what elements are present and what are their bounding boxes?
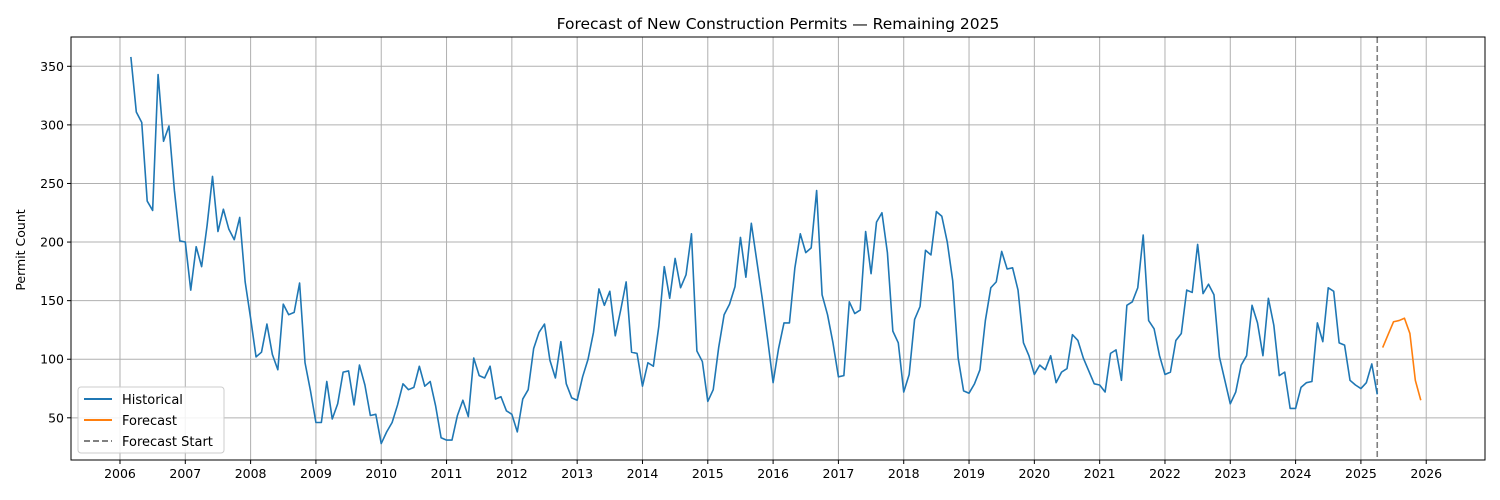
y-axis-label: Permit Count	[13, 209, 28, 290]
x-tick-label: 2013	[561, 466, 593, 481]
x-tick-label: 2015	[692, 466, 724, 481]
x-tick-label: 2016	[757, 466, 789, 481]
x-tick-label: 2019	[953, 466, 985, 481]
y-tick-label: 250	[40, 176, 64, 191]
y-tick-label: 150	[40, 293, 64, 308]
y-tick-label: 300	[40, 117, 64, 132]
x-tick-label: 2021	[1084, 466, 1116, 481]
x-tick-label: 2020	[1018, 466, 1050, 481]
x-tick-label: 2018	[888, 466, 920, 481]
chart-title: Forecast of New Construction Permits — R…	[557, 15, 1000, 33]
x-axis: 2006 2007 2008 2009 2010 2011 2012 2013 2014 2015…	[104, 460, 1442, 481]
x-tick-label: 2025	[1345, 466, 1377, 481]
legend-box	[77, 386, 225, 454]
plot-frame	[70, 36, 1486, 461]
x-tick-label: 2024	[1280, 466, 1312, 481]
series-line-forecast	[1381, 317, 1422, 401]
y-tick-label: 50	[48, 410, 64, 425]
legend-forecast-start-label: Forecast Start	[122, 435, 213, 450]
grid-lines	[71, 37, 1485, 460]
x-tick-label: 2011	[431, 466, 463, 481]
legend-historical-label: Historical	[122, 393, 183, 408]
y-tick-label: 350	[40, 59, 64, 74]
x-tick-label: 2010	[365, 466, 397, 481]
series-line-historical	[130, 56, 1379, 445]
x-tick-label: 2007	[169, 466, 201, 481]
x-tick-label: 2014	[627, 466, 659, 481]
x-tick-label: 2023	[1214, 466, 1246, 481]
series-layer	[130, 56, 1422, 445]
x-tick-label: 2006	[104, 466, 136, 481]
x-tick-label: 2026	[1410, 466, 1442, 481]
x-tick-label: 2012	[496, 466, 528, 481]
y-tick-label: 100	[40, 352, 64, 367]
legend: Historical Forecast Forecast Start	[77, 386, 225, 454]
y-axis: 50 100 150 200 250 300 350	[40, 59, 71, 425]
legend-forecast-label: Forecast	[122, 414, 177, 429]
x-tick-label: 2008	[235, 466, 267, 481]
y-tick-label: 200	[40, 235, 64, 250]
x-tick-label: 2009	[300, 466, 332, 481]
x-tick-label: 2022	[1149, 466, 1181, 481]
x-tick-label: 2017	[823, 466, 855, 481]
